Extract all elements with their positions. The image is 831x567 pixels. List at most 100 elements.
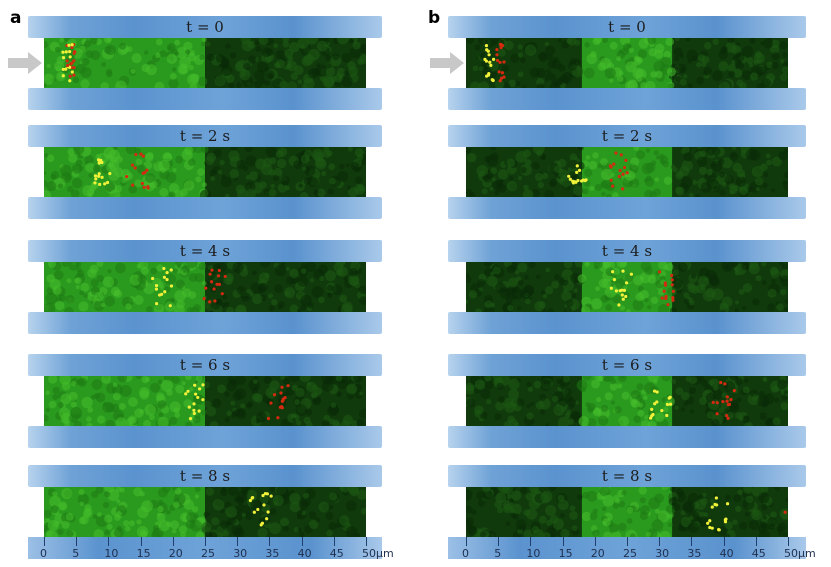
texture bbox=[95, 392, 106, 403]
yellow-dot bbox=[70, 43, 74, 47]
texture bbox=[131, 53, 142, 64]
yellow-dot bbox=[201, 398, 205, 402]
red-dot bbox=[670, 283, 674, 287]
red-dot bbox=[502, 75, 506, 79]
texture bbox=[781, 394, 788, 401]
scale-tick-label: 15 bbox=[558, 547, 573, 560]
texture bbox=[245, 155, 257, 167]
texture bbox=[688, 387, 696, 395]
texture bbox=[197, 76, 208, 87]
texture bbox=[202, 281, 207, 286]
texture bbox=[605, 267, 615, 277]
texture bbox=[683, 298, 690, 304]
red-dot bbox=[670, 273, 674, 278]
texture bbox=[687, 521, 699, 534]
texture bbox=[75, 159, 83, 167]
texture bbox=[78, 488, 85, 496]
texture bbox=[466, 520, 472, 530]
texture bbox=[308, 511, 317, 519]
texture bbox=[730, 262, 738, 268]
texture bbox=[692, 55, 698, 61]
texture bbox=[524, 159, 532, 166]
texture bbox=[128, 520, 135, 527]
texture bbox=[635, 292, 644, 302]
red-dot bbox=[725, 413, 729, 418]
texture bbox=[221, 174, 226, 179]
texture bbox=[261, 163, 273, 176]
scale-tick-label: 10 bbox=[104, 547, 119, 560]
texture bbox=[328, 492, 338, 501]
texture bbox=[739, 82, 747, 88]
texture bbox=[696, 76, 704, 85]
texture bbox=[571, 412, 580, 421]
scale-tick-label: 40 bbox=[719, 547, 734, 560]
yellow-dot bbox=[97, 174, 101, 178]
yellow-dot bbox=[568, 177, 572, 181]
texture bbox=[653, 150, 660, 156]
texture bbox=[243, 62, 251, 71]
texture bbox=[666, 67, 676, 77]
texture bbox=[593, 262, 604, 269]
texture bbox=[538, 52, 549, 63]
texture bbox=[749, 72, 759, 81]
red-dot bbox=[65, 63, 70, 68]
texture bbox=[269, 507, 277, 516]
texture bbox=[724, 264, 730, 271]
texture bbox=[738, 416, 743, 421]
texture bbox=[720, 47, 728, 55]
texture bbox=[466, 488, 473, 501]
texture bbox=[601, 506, 607, 512]
texture bbox=[349, 276, 360, 286]
texture bbox=[602, 262, 612, 269]
texture bbox=[497, 48, 506, 57]
texture bbox=[724, 521, 734, 530]
texture bbox=[159, 187, 169, 197]
texture bbox=[553, 404, 565, 416]
texture bbox=[681, 392, 690, 401]
texture bbox=[251, 388, 258, 395]
texture bbox=[184, 147, 194, 156]
texture bbox=[525, 508, 538, 520]
texture bbox=[106, 38, 112, 43]
texture bbox=[762, 515, 767, 520]
texture bbox=[746, 57, 754, 65]
yellow-dot bbox=[160, 292, 164, 296]
texture bbox=[104, 491, 111, 498]
texture bbox=[67, 185, 74, 193]
texture bbox=[522, 285, 534, 297]
texture bbox=[204, 531, 213, 537]
texture bbox=[44, 73, 55, 85]
texture bbox=[257, 283, 266, 292]
texture bbox=[616, 56, 622, 62]
texture bbox=[542, 293, 548, 299]
texture bbox=[506, 180, 518, 192]
texture bbox=[617, 383, 623, 389]
texture bbox=[225, 506, 238, 518]
texture bbox=[129, 416, 136, 423]
red-dot bbox=[72, 66, 76, 70]
scale-tick-label: 30 bbox=[233, 547, 248, 560]
texture bbox=[618, 49, 624, 55]
texture bbox=[466, 299, 469, 304]
texture bbox=[770, 511, 777, 518]
yellow-dot bbox=[196, 395, 200, 400]
texture bbox=[263, 376, 272, 385]
texture bbox=[520, 487, 528, 494]
texture bbox=[52, 393, 59, 400]
texture bbox=[599, 487, 611, 497]
texture bbox=[546, 519, 553, 526]
texture bbox=[193, 147, 203, 154]
yellow-dot bbox=[484, 44, 489, 48]
texture bbox=[770, 188, 776, 193]
texture bbox=[278, 399, 287, 408]
texture bbox=[168, 78, 179, 88]
texture bbox=[183, 41, 193, 51]
texture bbox=[721, 157, 733, 169]
texture bbox=[287, 81, 297, 88]
texture bbox=[514, 80, 521, 87]
texture bbox=[276, 59, 286, 69]
red-dot bbox=[220, 292, 224, 296]
texture bbox=[134, 147, 141, 155]
texture bbox=[267, 293, 274, 299]
